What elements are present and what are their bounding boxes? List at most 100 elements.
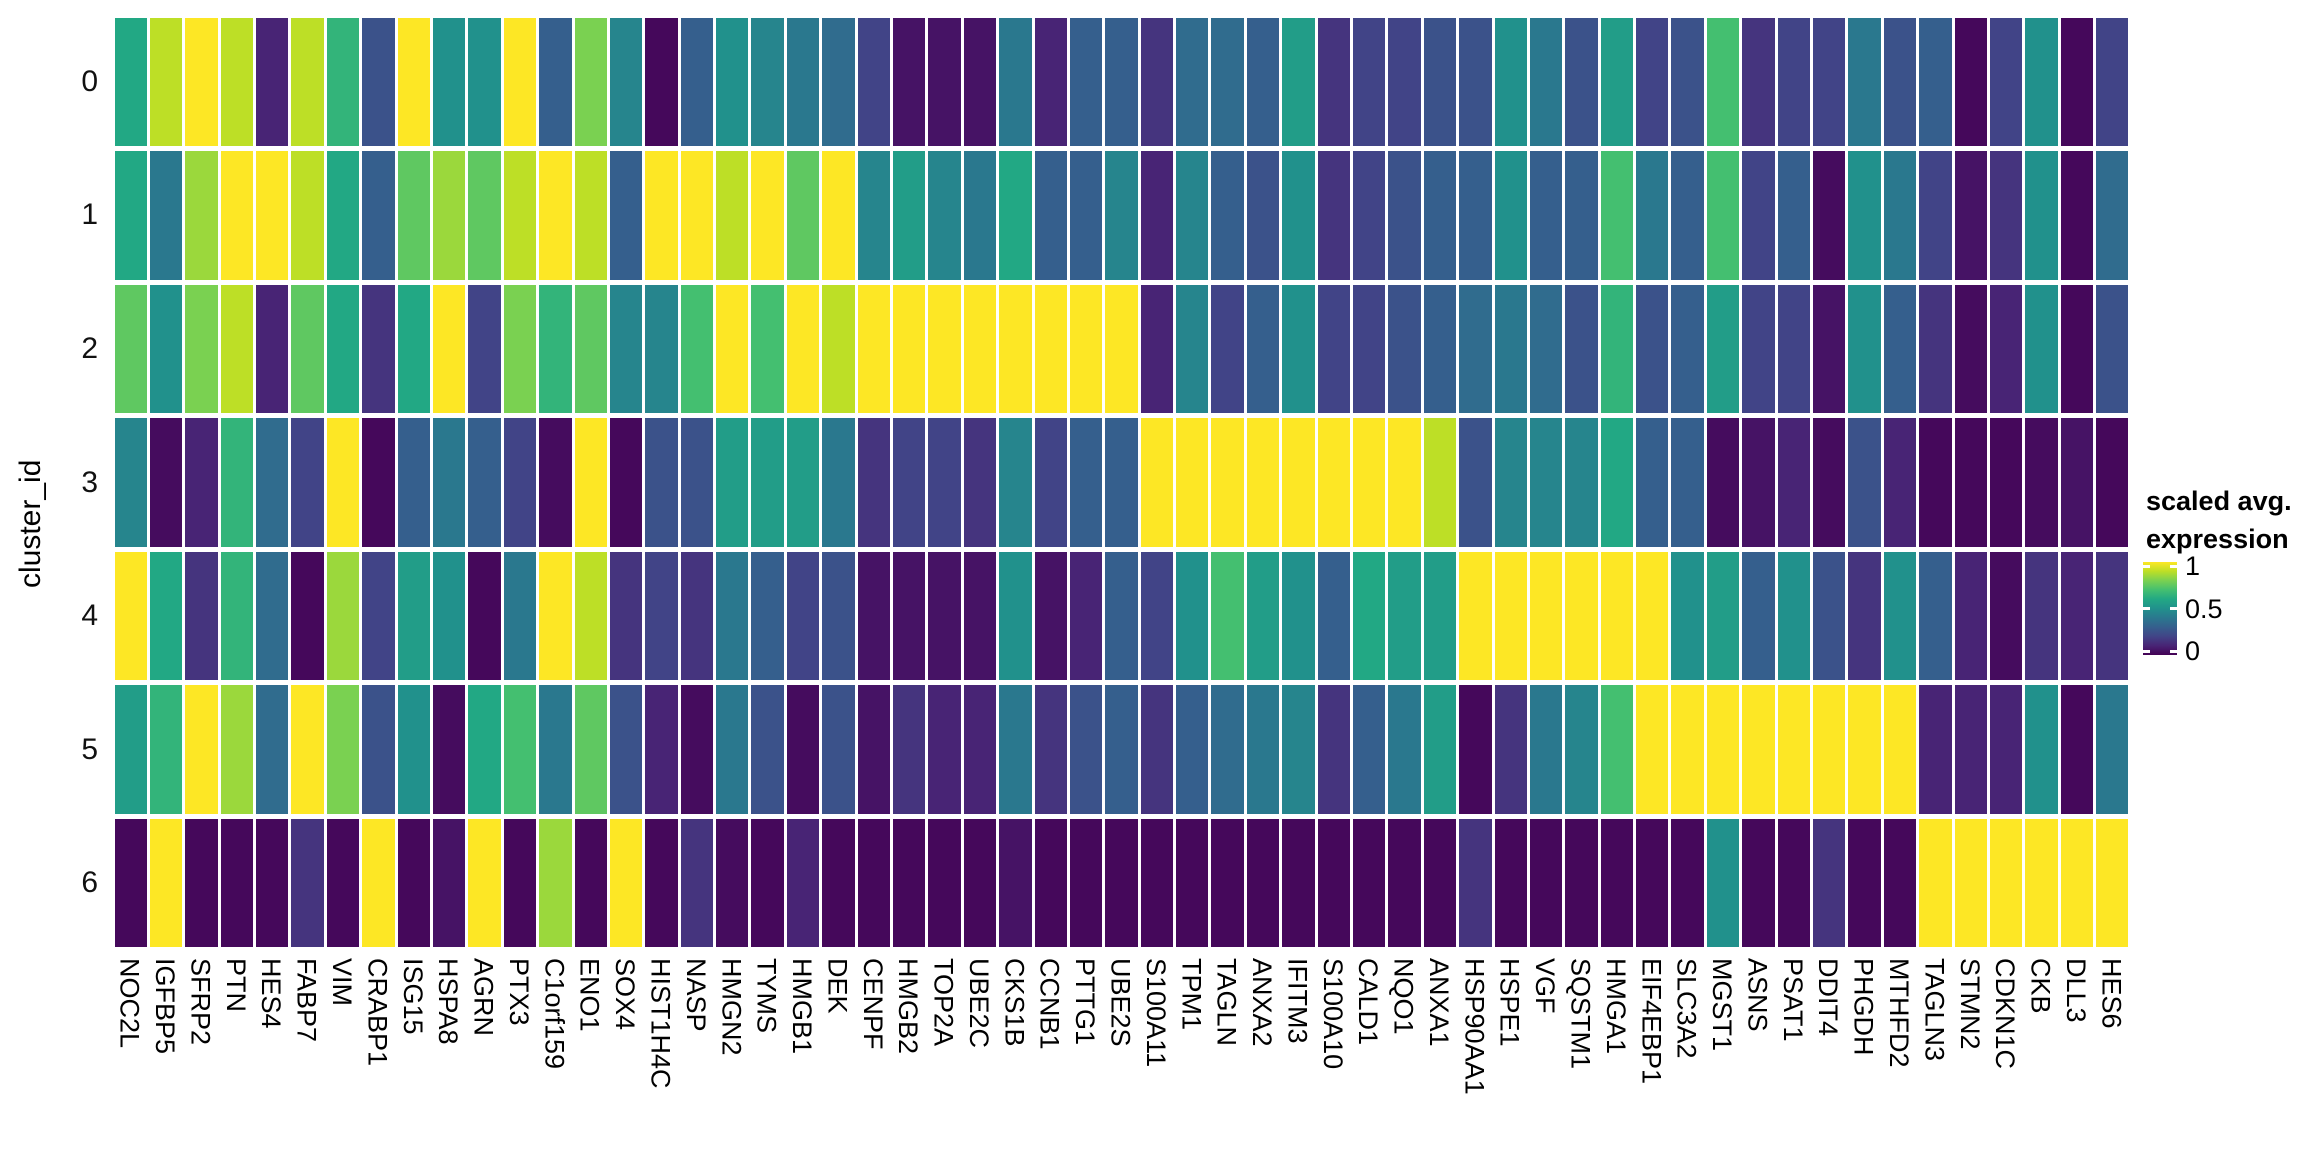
heatmap-cell [1636,551,1669,681]
heatmap-cell [1600,151,1634,280]
heatmap-cell [539,818,572,948]
heatmap-cell [1494,418,1527,547]
heatmap-cell [1246,418,1280,547]
x-tick-label: CENPF [857,958,888,1050]
heatmap-cell [716,151,749,280]
heatmap-cell [892,17,926,147]
heatmap-cell [857,151,890,280]
heatmap-cell [1423,284,1457,414]
heatmap-cell [1777,151,1810,280]
heatmap-cell [1494,17,1527,147]
heatmap-cell [857,818,890,948]
heatmap-cell [786,551,820,681]
heatmap-cell [1954,818,1987,948]
heatmap-cell [1140,284,1174,414]
heatmap-cell [999,551,1032,681]
heatmap-cell [149,818,183,948]
heatmap-cell [928,818,961,948]
heatmap-cell [1848,685,1881,814]
legend-tick-label: 1 [2185,551,2201,581]
heatmap-cell [1671,685,1704,814]
heatmap-cell [149,418,183,547]
x-tick-label: SLC3A2 [1671,958,1702,1059]
heatmap-cell [1034,17,1067,147]
heatmap-cell [892,418,926,547]
heatmap-cell [857,284,890,414]
heatmap-cell [1494,284,1527,414]
x-tick-label: S100A10 [1317,958,1348,1070]
heatmap-cell [1317,418,1350,547]
heatmap-cell [999,151,1032,280]
heatmap-cell [716,418,749,547]
heatmap-cell [1034,818,1067,948]
heatmap-cell [256,685,289,814]
heatmap-cell [751,551,784,681]
heatmap-cell [1353,284,1386,414]
heatmap-cell [751,17,784,147]
heatmap-cell [857,418,890,547]
heatmap-cell [1494,685,1527,814]
x-tick-label: NOC2L [114,958,145,1049]
heatmap-cell [291,685,324,814]
heatmap-cell [256,418,289,547]
heatmap-cell [2096,685,2129,814]
x-tick-label: STMN2 [1954,958,1985,1050]
heatmap-cell [220,151,254,280]
x-tick-label: TAGLN3 [1919,958,1950,1062]
heatmap-cell [397,17,430,147]
heatmap-cell [362,151,395,280]
heatmap-cell [1176,418,1209,547]
heatmap-cell [645,151,678,280]
heatmap-cell [1176,685,1209,814]
heatmap-cell [503,418,537,547]
heatmap-cell [1919,151,1952,280]
heatmap-cell [362,685,395,814]
heatmap-cell [1034,418,1067,547]
x-tick-label: HMGB2 [893,958,924,1055]
heatmap-cell [1282,418,1315,547]
x-tick-label: CDKN1C [1990,958,2021,1070]
heatmap-cell [1282,818,1315,948]
x-tick-label: PTX3 [503,958,534,1026]
heatmap-cell [1140,17,1174,147]
heatmap-cell [1813,284,1846,414]
heatmap-cell [2096,818,2129,948]
heatmap-cell [2025,551,2058,681]
heatmap-cell [1211,551,1244,681]
heatmap-cell [1105,685,1138,814]
heatmap-cell [999,284,1032,414]
heatmap-cell [928,284,961,414]
heatmap-cell [1848,418,1881,547]
heatmap-cell [1989,551,2023,681]
heatmap-cell [1069,551,1103,681]
heatmap-cell [1813,17,1846,147]
x-tick-label: TAGLN [1211,958,1242,1047]
heatmap-cell [432,818,466,948]
heatmap-cell [2060,17,2094,147]
heatmap-cell [786,284,820,414]
heatmap-cell [609,17,643,147]
heatmap-cell [2096,284,2129,414]
heatmap-cell [1176,17,1209,147]
heatmap-cell [468,418,501,547]
heatmap-cell [1069,151,1103,280]
heatmap-cell [751,284,784,414]
heatmap-cell [999,818,1032,948]
heatmap-cell [1742,418,1775,547]
heatmap-cell [468,284,501,414]
heatmap-cell [468,685,501,814]
x-tick-label: VIM [327,958,357,1007]
heatmap-cell [468,17,501,147]
heatmap-cell [609,551,643,681]
heatmap-cell [1848,551,1881,681]
heatmap-cell [1848,818,1881,948]
heatmap-cell [1919,17,1952,147]
heatmap-cell [751,151,784,280]
heatmap-cell [1883,284,1917,414]
heatmap-cell [680,551,714,681]
heatmap-cell [999,17,1032,147]
heatmap-cell [751,685,784,814]
heatmap-cell [1423,418,1457,547]
heatmap-cell [2025,818,2058,948]
heatmap-cell [1636,17,1669,147]
